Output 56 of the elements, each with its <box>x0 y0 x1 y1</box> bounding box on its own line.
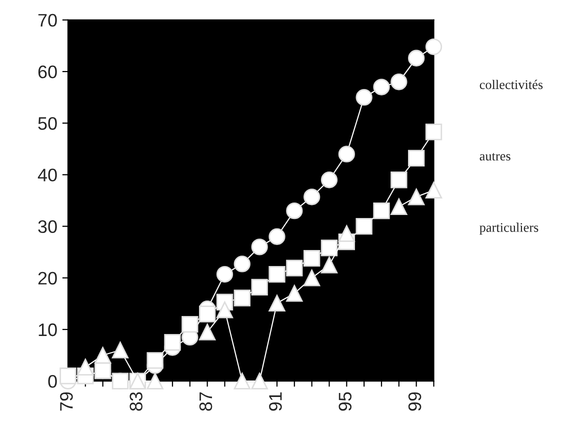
point <box>112 372 129 390</box>
point <box>182 316 198 333</box>
point <box>303 270 320 286</box>
y-tick-label: 60 <box>38 65 57 78</box>
x-tick-label: 99 <box>408 392 422 411</box>
point <box>234 256 250 272</box>
point <box>251 278 268 296</box>
point <box>60 368 76 384</box>
point <box>216 266 234 283</box>
text: particuliers <box>480 222 538 235</box>
x-tick-label: 87 <box>199 392 212 411</box>
point <box>268 294 286 312</box>
point <box>320 240 338 256</box>
y-tick-label: 30 <box>38 220 57 234</box>
text: autres <box>480 152 510 161</box>
point <box>146 352 164 369</box>
point <box>373 78 390 96</box>
x-tick-label: 95 <box>338 392 352 411</box>
point <box>94 362 112 380</box>
point <box>408 150 425 167</box>
point <box>390 74 408 90</box>
point <box>286 202 303 220</box>
point <box>303 188 320 206</box>
point <box>268 266 286 283</box>
y-tick-label: 50 <box>38 117 57 130</box>
text: collectivités <box>480 80 543 90</box>
x-tick-label: 79 <box>60 392 73 411</box>
point <box>408 50 425 66</box>
point <box>198 324 216 340</box>
point <box>338 146 355 162</box>
point <box>286 285 303 302</box>
point <box>425 38 442 56</box>
point <box>390 198 408 216</box>
y-tick-label: 10 <box>38 323 57 336</box>
point <box>356 218 372 235</box>
point <box>198 306 216 322</box>
point <box>286 260 303 276</box>
point <box>251 238 268 256</box>
point <box>320 256 338 274</box>
point <box>373 202 390 220</box>
point <box>234 290 250 306</box>
point <box>268 228 286 245</box>
point <box>425 124 442 140</box>
x-tick-label: 91 <box>269 392 282 411</box>
point <box>320 172 338 188</box>
point <box>303 250 320 267</box>
y-tick-label: 40 <box>38 168 57 182</box>
point <box>164 334 181 351</box>
x-tick-label: 83 <box>130 392 142 411</box>
point <box>356 89 372 106</box>
y-tick-label: 0 <box>48 374 57 388</box>
point <box>112 342 129 358</box>
y-tick-label: 70 <box>38 14 57 27</box>
point <box>408 188 425 206</box>
y-tick-label: 20 <box>38 272 57 285</box>
point <box>390 172 408 188</box>
